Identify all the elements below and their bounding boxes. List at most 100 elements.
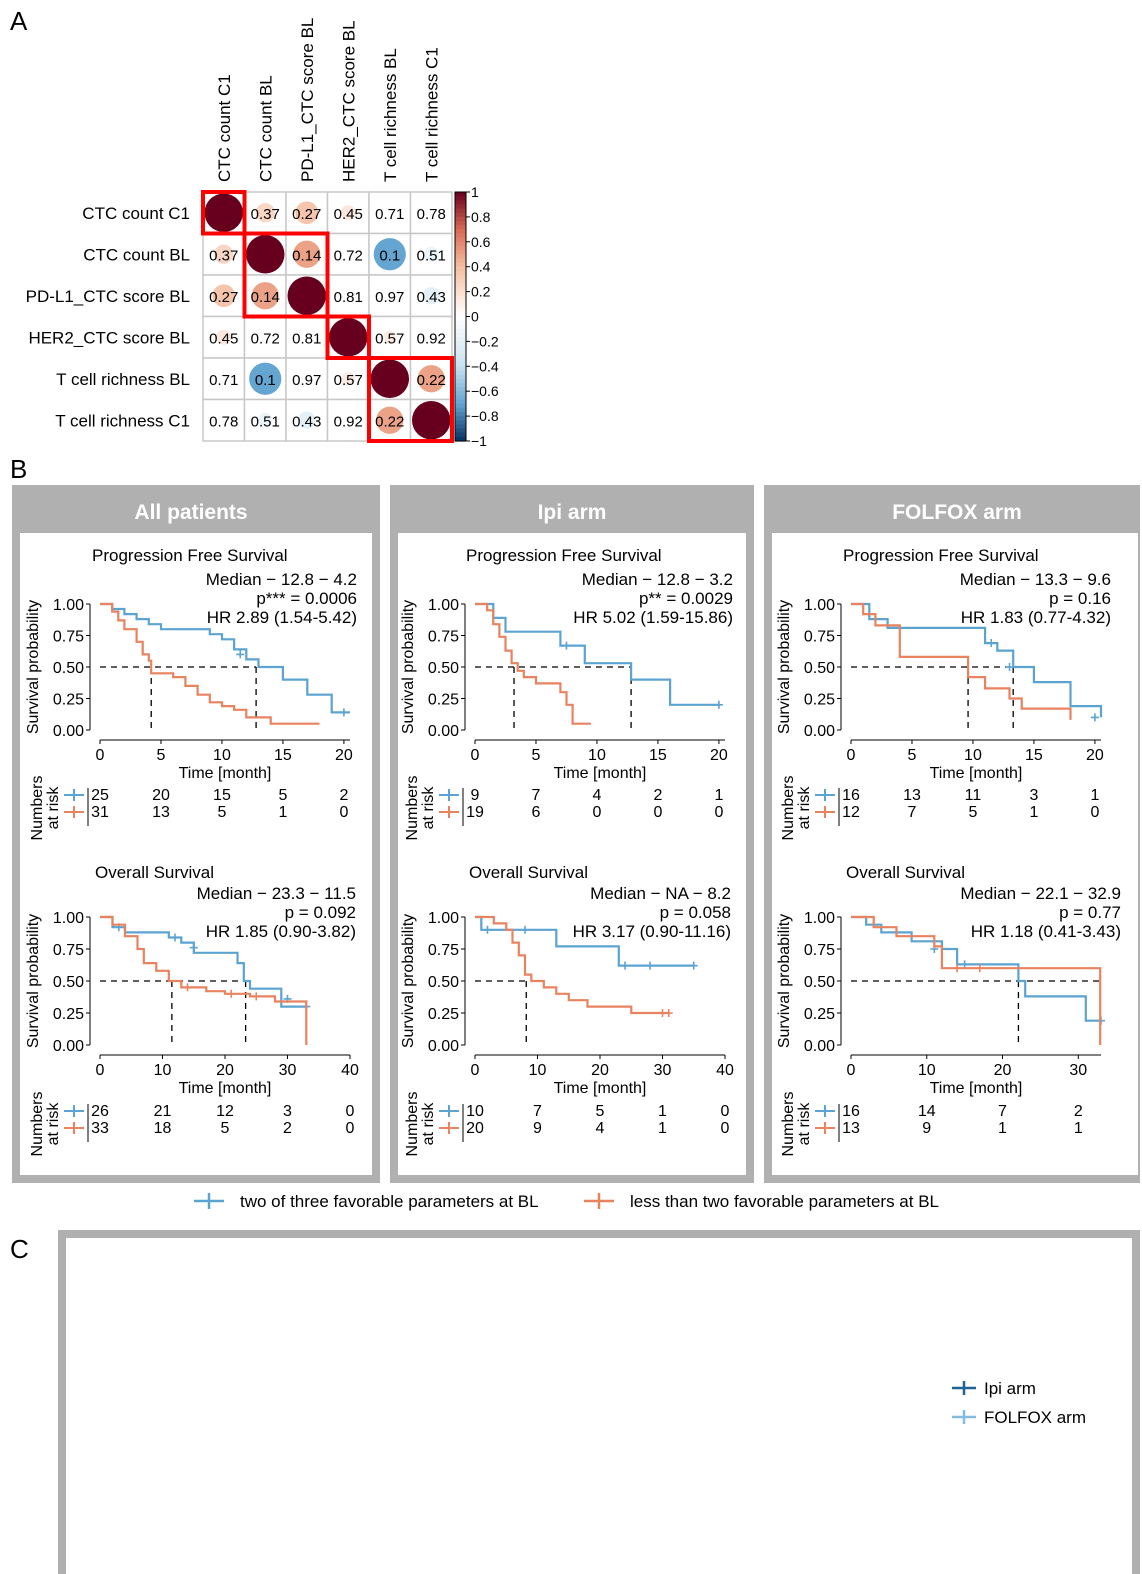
p-value-label: 0.81 — [334, 289, 363, 306]
p-value-label: 0.72 — [251, 330, 280, 347]
colorbar-segment — [455, 436, 466, 442]
risk-count: 9 — [922, 1120, 931, 1137]
risk-count: 0 — [1090, 804, 1099, 821]
km-plot-b_all_pfs: Progression Free Survival Median − 12.8 −… — [25, 546, 357, 840]
colorbar-segment — [455, 204, 466, 210]
x-tick-label: 5 — [157, 747, 166, 764]
x-axis-label: Time [month] — [554, 1080, 647, 1097]
y-tick-label: 0.00 — [53, 1038, 84, 1055]
colorbar-segment — [455, 432, 466, 438]
colorbar-segment — [455, 374, 466, 380]
colorbar-segment — [455, 345, 466, 351]
p-value-label: 0.27 — [292, 206, 321, 223]
colorbar-tick-label: −0.2 — [471, 333, 499, 349]
risk-group-swatch — [815, 1122, 835, 1134]
colorbar-segment — [455, 353, 466, 359]
correlation-circle — [295, 201, 319, 225]
p-value-label: 0.27 — [209, 289, 238, 306]
y-tick-label: 0.50 — [804, 660, 835, 677]
colorbar-segment — [455, 192, 466, 197]
plot-title: Overall Survival — [469, 863, 588, 882]
plot-stats-line: Median − 13.3 − 9.6 — [960, 570, 1111, 589]
y-tick-label: 0.75 — [428, 629, 459, 646]
correlation-circle — [373, 238, 406, 271]
plot-stats-line: HR 3.17 (0.90-11.16) — [573, 922, 731, 941]
y-tick-label: 0.75 — [53, 629, 84, 646]
risk-group-swatch — [64, 806, 84, 818]
risk-count: 7 — [908, 804, 917, 821]
correlation-circle — [212, 284, 236, 308]
risk-count: 13 — [152, 804, 170, 821]
panel-letter-c: C — [10, 1234, 29, 1264]
risk-count: 9 — [471, 787, 480, 804]
censor-mark — [960, 960, 969, 969]
legend-b-unfavorable-swatch — [584, 1193, 614, 1209]
y-tick-label: 0.25 — [428, 692, 459, 709]
p-value-label: 0.51 — [417, 247, 446, 264]
y-tick-label: 1.00 — [428, 597, 459, 614]
plot-title: Progression Free Survival — [466, 546, 662, 565]
p-value-label: 0.45 — [209, 330, 238, 347]
risk-group-swatch — [64, 1122, 84, 1134]
colorbar-segment — [455, 312, 466, 318]
colorbar-segment — [455, 308, 466, 313]
colorbar-segment — [455, 366, 466, 372]
risk-count: 1 — [1029, 804, 1038, 821]
colorbar-tick-label: 0.8 — [471, 209, 491, 225]
plot-stats-line: HR 1.18 (0.41-3.43) — [971, 922, 1121, 941]
risk-count: 13 — [903, 787, 921, 804]
matrix-cell — [368, 191, 412, 235]
y-tick-label: 1.00 — [804, 597, 835, 614]
km-plot-b_folfox_os: Overall Survival Median − 22.1 − 32.9p = … — [776, 863, 1121, 1156]
censor-mark — [1005, 663, 1014, 671]
plot-stats-line: Median − 12.8 − 3.2 — [582, 570, 733, 589]
risk-group-swatch — [64, 1105, 84, 1117]
plot-stats-line: p = 0.77 — [1059, 903, 1121, 922]
legend-c: Ipi arm FOLFOX arm — [952, 1379, 1086, 1427]
colorbar-segment — [455, 295, 466, 301]
risk-table: Numbers at risk 16 14 7 2 13 9 1 1 — [780, 1092, 1083, 1157]
risk-count: 2 — [283, 1120, 292, 1137]
colorbar-segment — [455, 416, 466, 421]
p-value-label: 0.14 — [251, 289, 280, 306]
x-tick-label: 40 — [341, 1062, 359, 1079]
risk-count: 1 — [658, 1103, 667, 1120]
y-tick-label: 0.50 — [804, 974, 835, 991]
y-tick-label: 0.50 — [428, 974, 459, 991]
x-axis-label: Time [month] — [179, 765, 272, 782]
correlation-circle — [204, 193, 243, 232]
risk-count: 1 — [658, 1120, 667, 1137]
risk-count: 4 — [596, 1120, 605, 1137]
p-value-label: 0.57 — [375, 330, 404, 347]
colorbar-segment — [455, 403, 466, 409]
y-tick-label: 0.75 — [53, 942, 84, 959]
p-value-label: 0.22 — [375, 413, 404, 430]
p-value-label: 0.45 — [334, 206, 363, 223]
risk-group-swatch — [815, 806, 835, 818]
survival-curve-unfavorable — [851, 602, 1072, 720]
censor-mark — [236, 650, 245, 659]
y-axis-label: Survival probability — [25, 600, 42, 734]
legend-b-favorable-label: two of three favorable parameters at BL — [240, 1192, 539, 1211]
colorbar-tick-label: −0.6 — [471, 383, 499, 399]
risk-count: 2 — [339, 787, 348, 804]
colorbar-segment — [455, 262, 466, 268]
panel-b-frames: All patients Ipi arm FOLFOX arm — [12, 485, 1140, 1183]
colorbar-segment — [455, 341, 466, 347]
x-tick-label: 10 — [529, 1062, 547, 1079]
x-tick-label: 10 — [964, 747, 982, 764]
y-tick-label: 1.00 — [53, 597, 84, 614]
risk-count: 3 — [283, 1103, 292, 1120]
censor-mark — [987, 639, 996, 648]
x-tick-label: 40 — [716, 1062, 734, 1079]
x-tick-label: 15 — [649, 747, 667, 764]
risk-count: 1 — [1090, 787, 1099, 804]
colorbar-segment — [455, 358, 466, 363]
risk-label-at-risk: at risk — [796, 786, 813, 830]
plot-stats-line: p = 0.058 — [660, 903, 731, 922]
correlation-circle — [255, 203, 275, 223]
colorbar-segment — [455, 399, 466, 405]
colorbar-segment — [455, 270, 466, 276]
matrix-cell — [409, 315, 453, 359]
p-value-label: 0.1 — [379, 247, 400, 264]
